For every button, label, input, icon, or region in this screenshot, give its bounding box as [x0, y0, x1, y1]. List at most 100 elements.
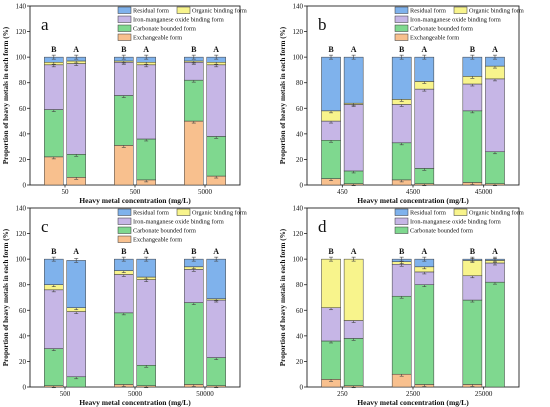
- y-tick-label: 140: [16, 3, 27, 11]
- legend-entry: Iron-manganese oxide binding form: [410, 17, 501, 24]
- legend: Residual form Organic binding form Iron-ma…: [117, 6, 247, 42]
- x-tick-label: 50: [62, 188, 70, 196]
- y-tick-label: 20: [19, 156, 27, 164]
- legend-swatch: [117, 33, 132, 41]
- x-tick-label: 5000: [198, 188, 213, 196]
- bar-segment: [114, 145, 134, 186]
- y-tick-label: 40: [296, 332, 304, 340]
- bar-segment: [114, 312, 134, 385]
- x-tick-label: 500: [130, 188, 141, 196]
- bar-segment: [391, 264, 412, 297]
- y-tick-label: 20: [19, 358, 27, 366]
- significance-label: A: [213, 45, 219, 54]
- bar-segment: [462, 110, 483, 183]
- y-tick-label: 60: [296, 307, 304, 315]
- bar-segment: [414, 168, 435, 184]
- y-tick-label: 80: [296, 281, 304, 289]
- bar-segment: [485, 151, 505, 184]
- significance-label: B: [191, 247, 197, 256]
- significance-label: A: [421, 45, 427, 54]
- legend-swatch: [117, 208, 132, 216]
- y-tick-label: 40: [296, 130, 304, 138]
- bar-segment: [321, 340, 341, 380]
- bar-segment: [44, 156, 64, 186]
- significance-label: B: [399, 247, 405, 256]
- significance-label: B: [121, 247, 127, 256]
- legend-swatch: [394, 217, 409, 225]
- legend-entry: Exchangeable form: [133, 35, 182, 42]
- x-axis-label: Heavy metal concentration (mg/L): [357, 398, 469, 407]
- bar-segment: [343, 258, 364, 321]
- y-tick-label: 20: [296, 358, 304, 366]
- y-tick-label: 60: [296, 105, 304, 113]
- bar-segment: [391, 104, 412, 144]
- significance-label: A: [492, 247, 498, 256]
- legend: Residual form Organic binding form Iron-ma…: [394, 6, 524, 42]
- significance-label: B: [470, 247, 476, 256]
- x-tick-label: 5000: [128, 390, 143, 398]
- bar-segment: [184, 79, 204, 122]
- legend-swatch: [394, 33, 409, 41]
- legend-swatch: [394, 6, 409, 14]
- bar-segment: [462, 260, 483, 277]
- bar-segment: [44, 348, 64, 386]
- significance-label: A: [351, 45, 357, 54]
- panel-label: c: [41, 217, 49, 236]
- y-tick-label: 120: [16, 28, 27, 36]
- bar-segment: [391, 142, 412, 181]
- significance-label: B: [470, 45, 476, 54]
- bar-segment: [44, 109, 64, 158]
- x-tick-label: 2500: [406, 390, 421, 398]
- y-tick-label: 0: [23, 384, 27, 392]
- legend-entry: Residual form: [133, 8, 169, 15]
- chart-panel-a: 0 20 40 60 80 100 120 140 Proportion of heavy me…: [2, 3, 247, 206]
- legend-entry: Carbonate bounded form: [410, 228, 473, 235]
- significance-label: B: [328, 247, 334, 256]
- bar-segment: [414, 88, 435, 169]
- bar-segment: [114, 95, 134, 146]
- legend-entry: Organic binding form: [469, 210, 524, 217]
- bar-segment: [343, 320, 364, 339]
- significance-label: A: [351, 247, 357, 256]
- legend-entry: Residual form: [410, 210, 446, 217]
- bar-segment: [136, 279, 156, 366]
- bar-segment: [343, 338, 364, 386]
- y-tick-label: 20: [296, 156, 304, 164]
- legend-swatch: [176, 6, 191, 14]
- x-tick-label: 25000: [475, 390, 493, 398]
- legend-entry: Residual form: [133, 210, 169, 217]
- bar-segment: [391, 295, 412, 375]
- legend: Residual form Organic binding form Iron-ma…: [117, 208, 247, 244]
- legend-swatch: [394, 24, 409, 32]
- bar-segment: [321, 140, 341, 179]
- x-tick-label: 4500: [406, 188, 421, 196]
- significance-label: B: [51, 247, 57, 256]
- bar-segment: [114, 62, 134, 96]
- significance-label: B: [328, 45, 334, 54]
- y-tick-label: 100: [16, 256, 27, 264]
- bar-segment: [206, 258, 226, 300]
- x-axis-label: Heavy metal concentration (mg/L): [79, 398, 191, 407]
- significance-label: A: [492, 45, 498, 54]
- legend-entry: Exchangeable form: [410, 35, 459, 42]
- y-tick-label: 100: [293, 54, 304, 62]
- bar-segment: [184, 62, 204, 81]
- legend-entry: Carbonate bounded form: [133, 26, 196, 33]
- significance-label: B: [121, 45, 127, 54]
- y-tick-label: 0: [300, 182, 304, 190]
- y-tick-label: 140: [16, 205, 27, 213]
- y-tick-label: 120: [293, 230, 304, 238]
- bar-segment: [66, 260, 86, 308]
- significance-label: A: [213, 247, 219, 256]
- y-axis-label: Proportion of heavy metals in each form …: [279, 26, 287, 164]
- bar-segment: [321, 56, 341, 112]
- significance-label: A: [73, 45, 79, 54]
- y-tick-label: 100: [293, 256, 304, 264]
- bar-segment: [343, 56, 364, 104]
- bar-segment: [44, 258, 64, 285]
- legend-entry: Iron-manganese oxide binding form: [133, 17, 224, 24]
- chart-panel-b: 0 20 40 60 80 100 120 140 Proportion of heavy me…: [279, 3, 524, 206]
- y-tick-label: 40: [19, 332, 27, 340]
- bar-segment: [136, 258, 156, 278]
- y-tick-label: 100: [16, 54, 27, 62]
